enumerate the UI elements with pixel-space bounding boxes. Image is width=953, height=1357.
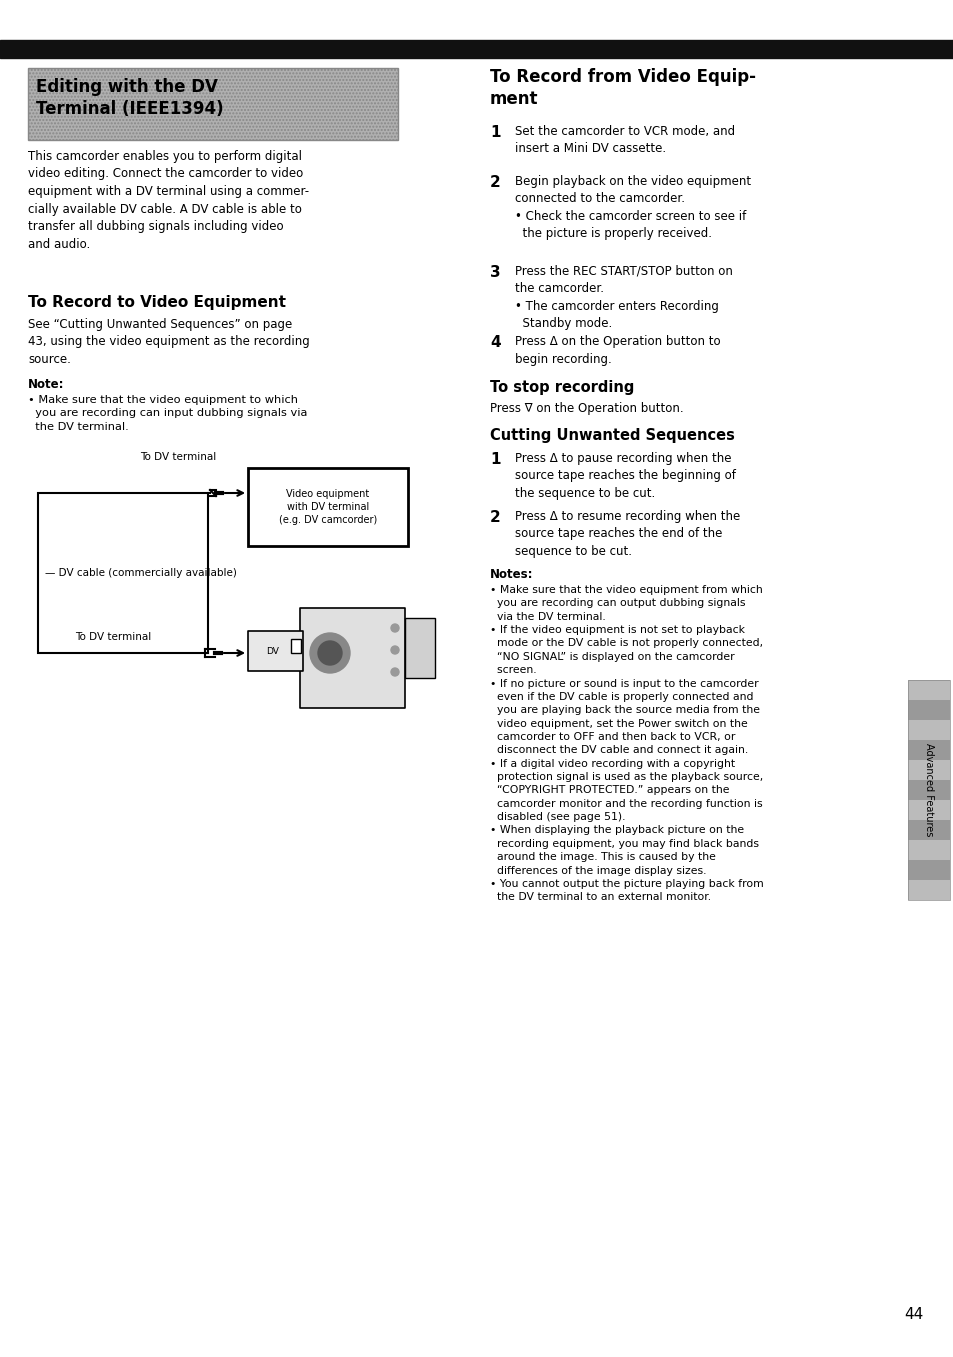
Text: 3: 3 (490, 265, 500, 280)
Bar (907, 760, 949, 780)
Text: 2: 2 (490, 510, 500, 525)
Bar (299, 608, 405, 708)
Text: — DV cable (commercially available): — DV cable (commercially available) (45, 569, 236, 578)
Bar (907, 721, 949, 740)
Text: Note:: Note: (28, 379, 65, 391)
Text: See “Cutting Unwanted Sequences” on page
43, using the video equipment as the re: See “Cutting Unwanted Sequences” on page… (28, 318, 310, 366)
Circle shape (317, 641, 341, 665)
Text: Press ∇ on the Operation button.: Press ∇ on the Operation button. (490, 402, 683, 415)
Bar (907, 860, 949, 879)
Text: DV: DV (266, 646, 278, 655)
Text: Set the camcorder to VCR mode, and
insert a Mini DV cassette.: Set the camcorder to VCR mode, and inser… (515, 125, 735, 156)
Bar (907, 840, 949, 860)
Text: 44: 44 (903, 1307, 923, 1322)
Bar (0, 39, 953, 58)
Text: 1: 1 (490, 125, 500, 140)
Text: To Record to Video Equipment: To Record to Video Equipment (28, 294, 286, 309)
Text: Advanced Features: Advanced Features (923, 744, 933, 837)
Circle shape (391, 668, 398, 676)
Bar (28, 68, 397, 140)
Text: Press Δ to resume recording when the
source tape reaches the end of the
sequence: Press Δ to resume recording when the sou… (515, 510, 740, 558)
Bar (907, 740, 949, 760)
Text: Press Δ to pause recording when the
source tape reaches the beginning of
the seq: Press Δ to pause recording when the sour… (515, 452, 735, 499)
Bar (248, 631, 303, 670)
Text: Press Δ on the Operation button to
begin recording.: Press Δ on the Operation button to begin… (515, 335, 720, 365)
Bar (907, 700, 949, 721)
Bar (907, 801, 949, 820)
Text: Cutting Unwanted Sequences: Cutting Unwanted Sequences (490, 427, 734, 442)
Text: Editing with the DV
Terminal (IEEE1394): Editing with the DV Terminal (IEEE1394) (36, 77, 223, 118)
Text: 1: 1 (490, 452, 500, 467)
Text: Notes:: Notes: (490, 569, 533, 581)
Circle shape (310, 632, 350, 673)
Bar (907, 820, 949, 840)
Bar (405, 617, 435, 678)
Bar (907, 879, 949, 900)
Bar (907, 680, 949, 700)
Text: 4: 4 (490, 335, 500, 350)
Text: This camcorder enables you to perform digital
video editing. Connect the camcord: This camcorder enables you to perform di… (28, 151, 309, 251)
Text: Press the REC START/STOP button on
the camcorder.
• The camcorder enters Recordi: Press the REC START/STOP button on the c… (515, 265, 732, 331)
Text: • Make sure that the video equipment from which
  you are recording can output d: • Make sure that the video equipment fro… (490, 585, 763, 902)
Circle shape (391, 646, 398, 654)
Text: To stop recording: To stop recording (490, 380, 634, 395)
Bar (38, 493, 208, 653)
Text: Video equipment
with DV terminal
(e.g. DV camcorder): Video equipment with DV terminal (e.g. D… (278, 490, 376, 525)
Circle shape (391, 624, 398, 632)
Text: To Record from Video Equip-
ment: To Record from Video Equip- ment (490, 68, 755, 109)
Bar (907, 680, 949, 900)
Text: • Make sure that the video equipment to which
  you are recording can input dubb: • Make sure that the video equipment to … (28, 395, 307, 432)
Bar (907, 780, 949, 801)
Bar (248, 468, 408, 546)
Bar (291, 639, 301, 653)
Text: To DV terminal: To DV terminal (140, 452, 216, 461)
Text: Begin playback on the video equipment
connected to the camcorder.
• Check the ca: Begin playback on the video equipment co… (515, 175, 750, 240)
Text: To DV terminal: To DV terminal (75, 632, 152, 642)
Text: 2: 2 (490, 175, 500, 190)
